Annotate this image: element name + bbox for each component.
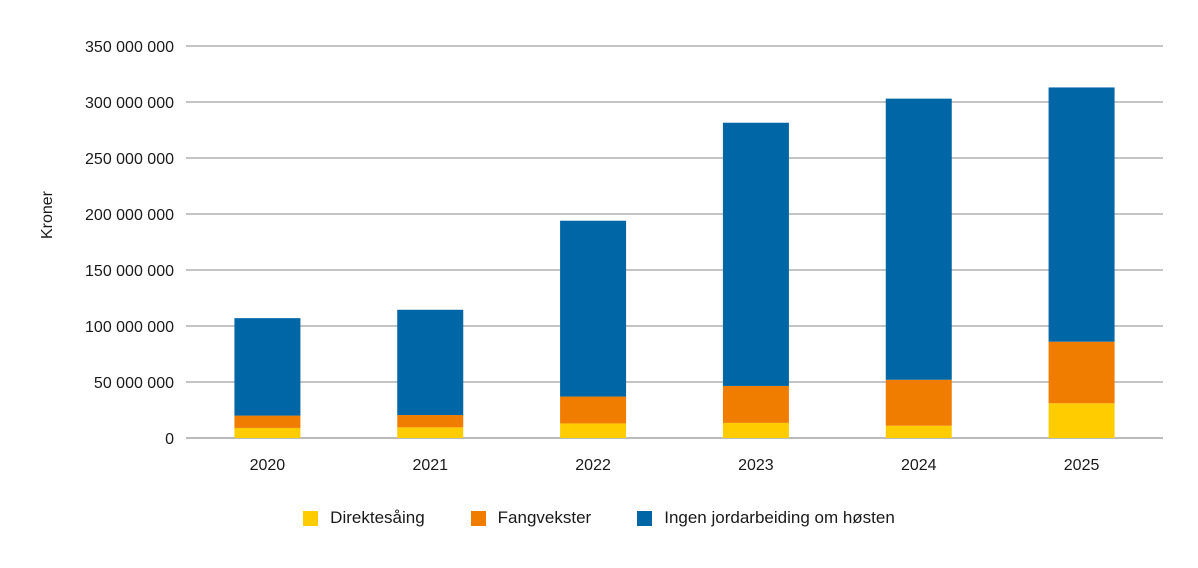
- y-tick-label: 300 000 000: [85, 95, 174, 112]
- bar-segment: [397, 427, 464, 438]
- legend-label: Direktesåing: [330, 508, 425, 527]
- bar-segment: [885, 425, 952, 438]
- y-tick-label: 200 000 000: [85, 207, 174, 224]
- bar-segment: [560, 423, 627, 438]
- legend: Direktesåing Fangvekster Ingen jordarbeidi…: [0, 508, 1198, 528]
- x-tick-label: 2022: [575, 457, 611, 474]
- legend-item: Fangvekster: [470, 508, 592, 528]
- gridlines: [186, 45, 1163, 439]
- bar-segment: [560, 220, 627, 397]
- bar-segment: [1048, 341, 1115, 404]
- bars: [234, 87, 1115, 438]
- bar-segment: [397, 309, 464, 416]
- bar-segment: [1048, 403, 1115, 438]
- bar-segment: [234, 318, 301, 416]
- y-tick-label: 100 000 000: [85, 319, 174, 336]
- x-tick-label: 2020: [250, 457, 286, 474]
- x-tick-label: 2025: [1064, 457, 1100, 474]
- y-tick-label: 0: [165, 431, 174, 448]
- bar-segment: [397, 415, 464, 428]
- stacked-bar-chart: 0 50 000 000 100 000 000 150 000 000 200 000…: [39, 39, 1163, 474]
- y-axis-title: Kroner: [39, 190, 56, 239]
- bar-segment: [234, 427, 301, 438]
- bar-segment: [722, 385, 789, 423]
- legend-label: Fangvekster: [497, 508, 592, 527]
- y-tick-label: 350 000 000: [85, 39, 174, 56]
- x-tick-label: 2024: [901, 457, 937, 474]
- legend-swatch: [637, 510, 653, 526]
- bar-segment: [1048, 87, 1115, 342]
- legend-label: Ingen jordarbeiding om høsten: [664, 508, 895, 527]
- legend-item: Direktesåing: [303, 508, 425, 528]
- y-tick-label: 150 000 000: [85, 263, 174, 280]
- legend-item: Ingen jordarbeiding om høsten: [637, 508, 895, 528]
- bar-segment: [885, 98, 952, 380]
- x-tick-label: 2021: [412, 457, 448, 474]
- bar-segment: [885, 379, 952, 426]
- y-tick-label: 250 000 000: [85, 151, 174, 168]
- bar-segment: [560, 396, 627, 424]
- x-axis-ticks: 2020 2021 2022 2023 2024 2025: [250, 457, 1100, 474]
- bar-segment: [722, 422, 789, 438]
- y-tick-label: 50 000 000: [94, 375, 174, 392]
- y-axis-ticks: 0 50 000 000 100 000 000 150 000 000 200 000…: [85, 39, 174, 448]
- bar-segment: [722, 122, 789, 386]
- bar-segment: [234, 415, 301, 428]
- legend-swatch: [470, 510, 486, 526]
- x-tick-label: 2023: [738, 457, 774, 474]
- legend-swatch: [303, 510, 319, 526]
